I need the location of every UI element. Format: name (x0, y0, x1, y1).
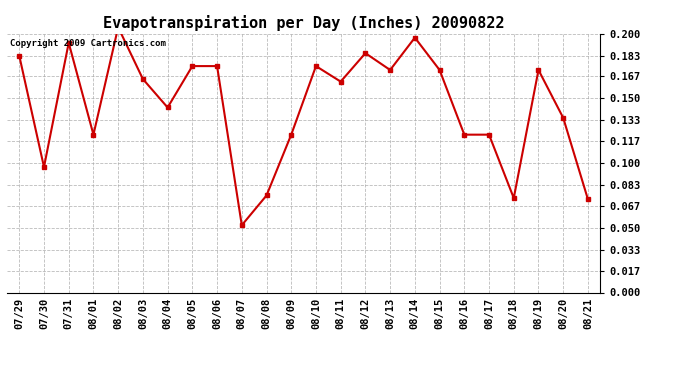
Title: Evapotranspiration per Day (Inches) 20090822: Evapotranspiration per Day (Inches) 2009… (103, 15, 504, 31)
Text: Copyright 2009 Cartronics.com: Copyright 2009 Cartronics.com (10, 39, 166, 48)
